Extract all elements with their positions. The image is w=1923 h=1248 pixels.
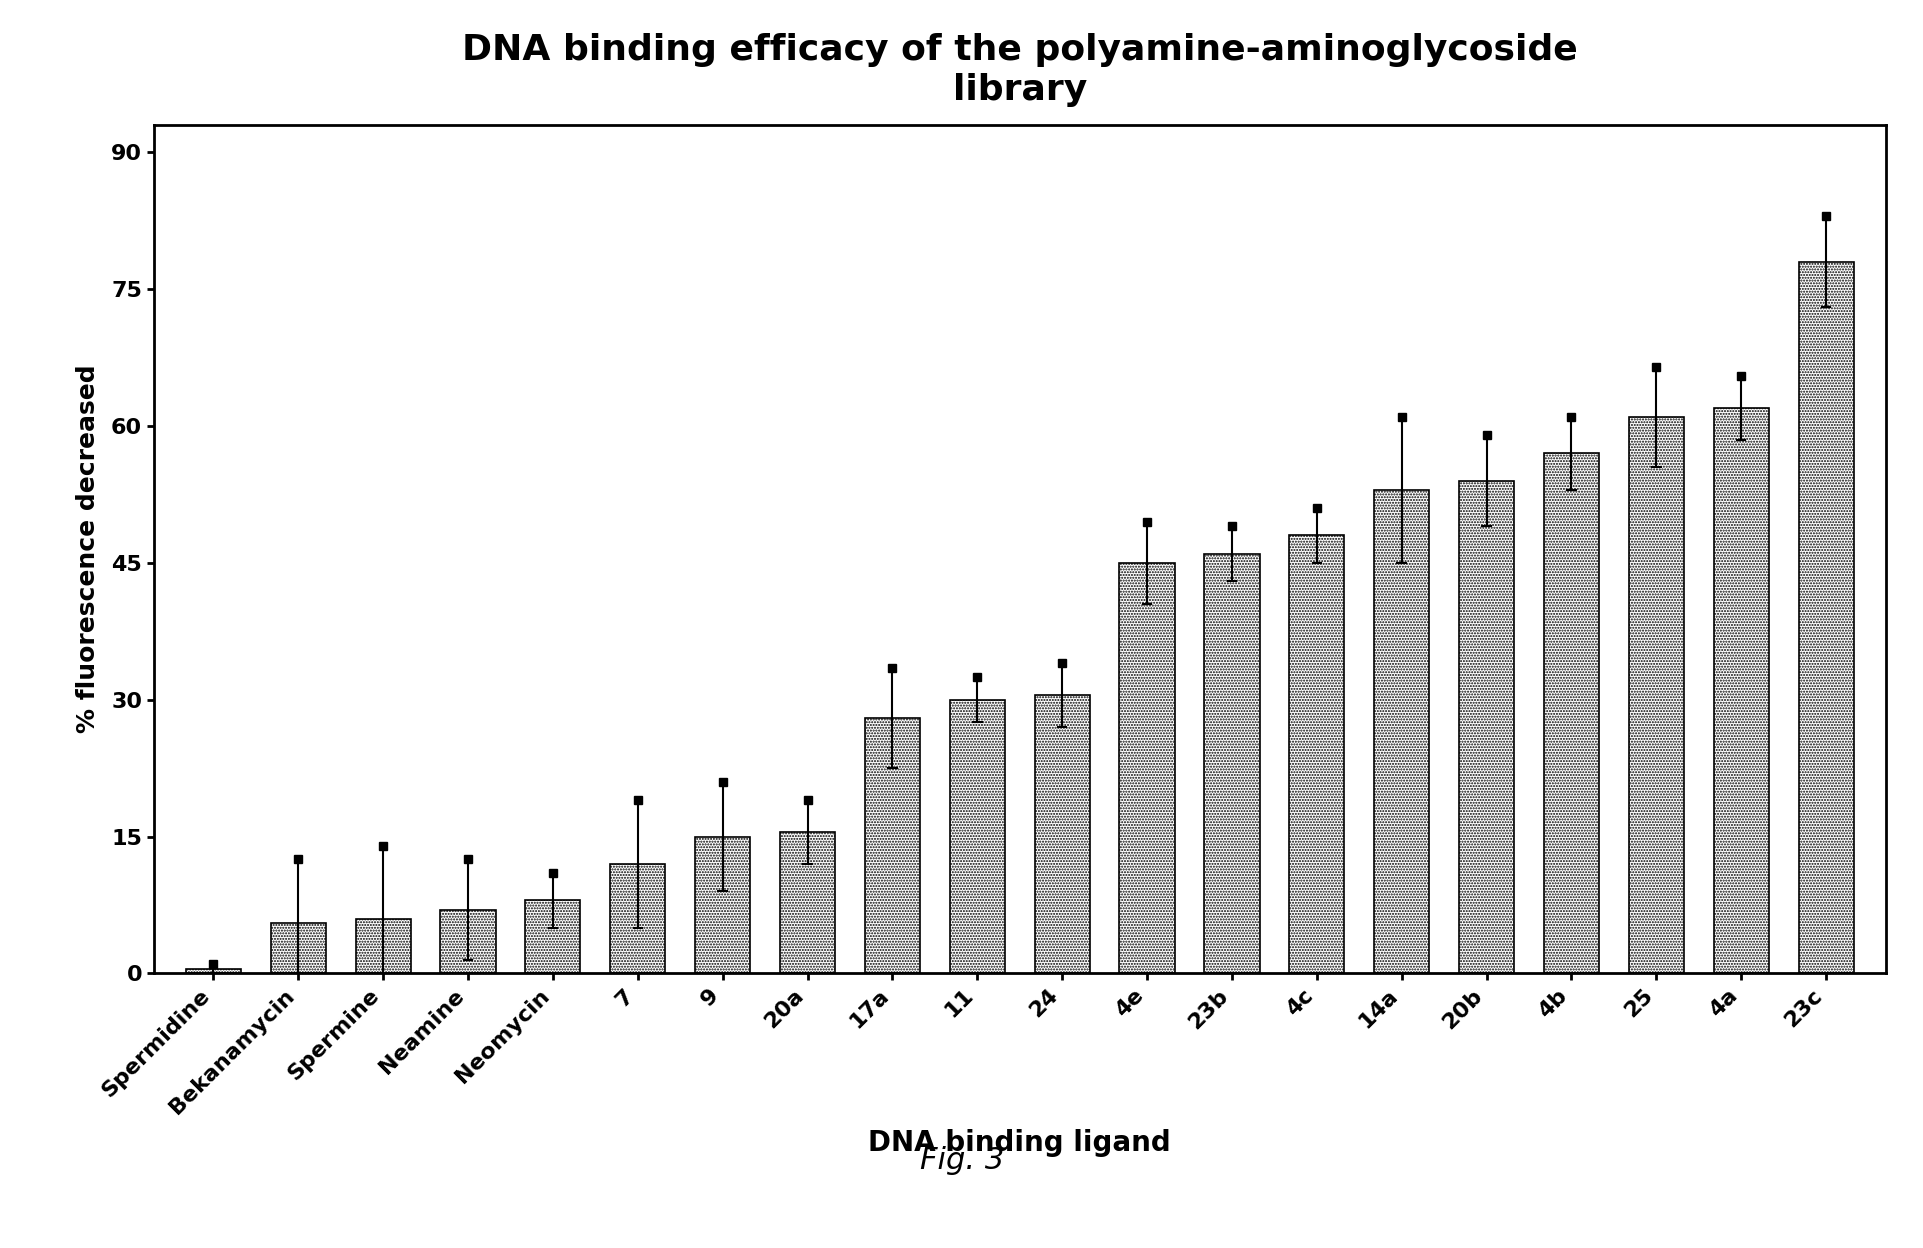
Bar <box>356 919 410 973</box>
Bar <box>610 864 665 973</box>
Y-axis label: % fluorescence decreased: % fluorescence decreased <box>75 364 100 734</box>
Bar <box>1288 535 1344 973</box>
Bar <box>863 718 919 973</box>
Bar <box>950 700 1004 973</box>
Bar <box>1629 417 1683 973</box>
Bar <box>1373 489 1429 973</box>
Bar <box>1035 695 1088 973</box>
Bar <box>271 924 325 973</box>
Bar <box>1542 453 1598 973</box>
Bar <box>1204 554 1260 973</box>
Bar <box>440 910 496 973</box>
Bar <box>1798 262 1852 973</box>
Bar <box>1119 563 1175 973</box>
Bar <box>187 968 240 973</box>
Bar <box>1713 408 1767 973</box>
Text: Fig. 3: Fig. 3 <box>919 1146 1004 1176</box>
X-axis label: DNA binding ligand: DNA binding ligand <box>867 1128 1171 1157</box>
Bar <box>694 836 750 973</box>
Bar <box>525 901 581 973</box>
Title: DNA binding efficacy of the polyamine-aminoglycoside
library: DNA binding efficacy of the polyamine-am… <box>462 34 1577 107</box>
Bar <box>1458 480 1513 973</box>
Bar <box>779 832 835 973</box>
